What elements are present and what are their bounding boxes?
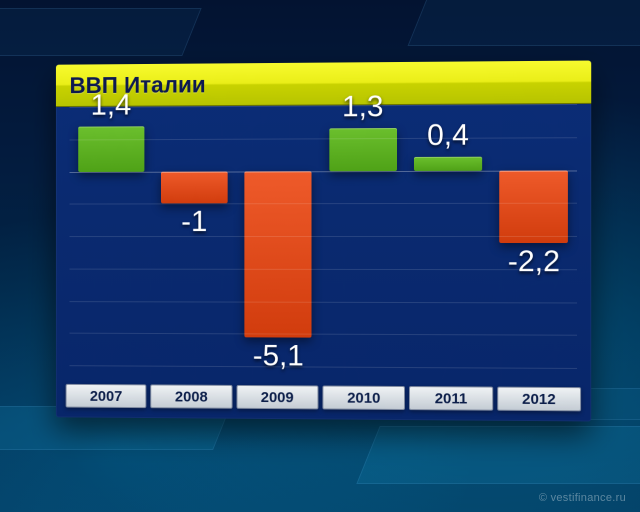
- chart-bar: [329, 128, 397, 171]
- bg-deco: [356, 426, 640, 484]
- chart-value-label: 1,4: [70, 88, 153, 122]
- chart-value-label: -1: [153, 206, 237, 240]
- chart-plot-area: 1,4-1-5,11,30,4-2,2: [62, 104, 585, 368]
- watermark: © vestifinance.ru: [539, 492, 626, 504]
- chart-bar: [161, 171, 228, 204]
- chart-value-label: 1,3: [320, 90, 405, 124]
- chart-bar: [245, 171, 312, 337]
- chart-bar: [499, 170, 568, 243]
- broadcast-background: ВВП Италии 1,4-1-5,11,30,4-2,2 200720082…: [0, 0, 640, 512]
- bg-deco: [0, 8, 202, 56]
- chart-value-label: -5,1: [236, 339, 320, 373]
- chart-value-label: 0,4: [405, 119, 491, 153]
- chart-bar: [78, 126, 144, 172]
- x-axis-year: 2009: [236, 385, 318, 409]
- bg-deco: [407, 0, 640, 46]
- chart-bar: [414, 157, 482, 170]
- chart-value-label: -2,2: [491, 245, 577, 279]
- chart-x-axis: 200720082009201020112012: [62, 376, 585, 421]
- x-axis-year: 2012: [497, 387, 581, 412]
- x-axis-year: 2010: [322, 386, 405, 411]
- chart-panel: ВВП Италии 1,4-1-5,11,30,4-2,2 200720082…: [56, 61, 591, 422]
- x-axis-year: 2011: [409, 386, 493, 411]
- x-axis-year: 2008: [151, 384, 233, 408]
- chart-gridline: [70, 236, 578, 237]
- x-axis-year: 2007: [66, 384, 147, 408]
